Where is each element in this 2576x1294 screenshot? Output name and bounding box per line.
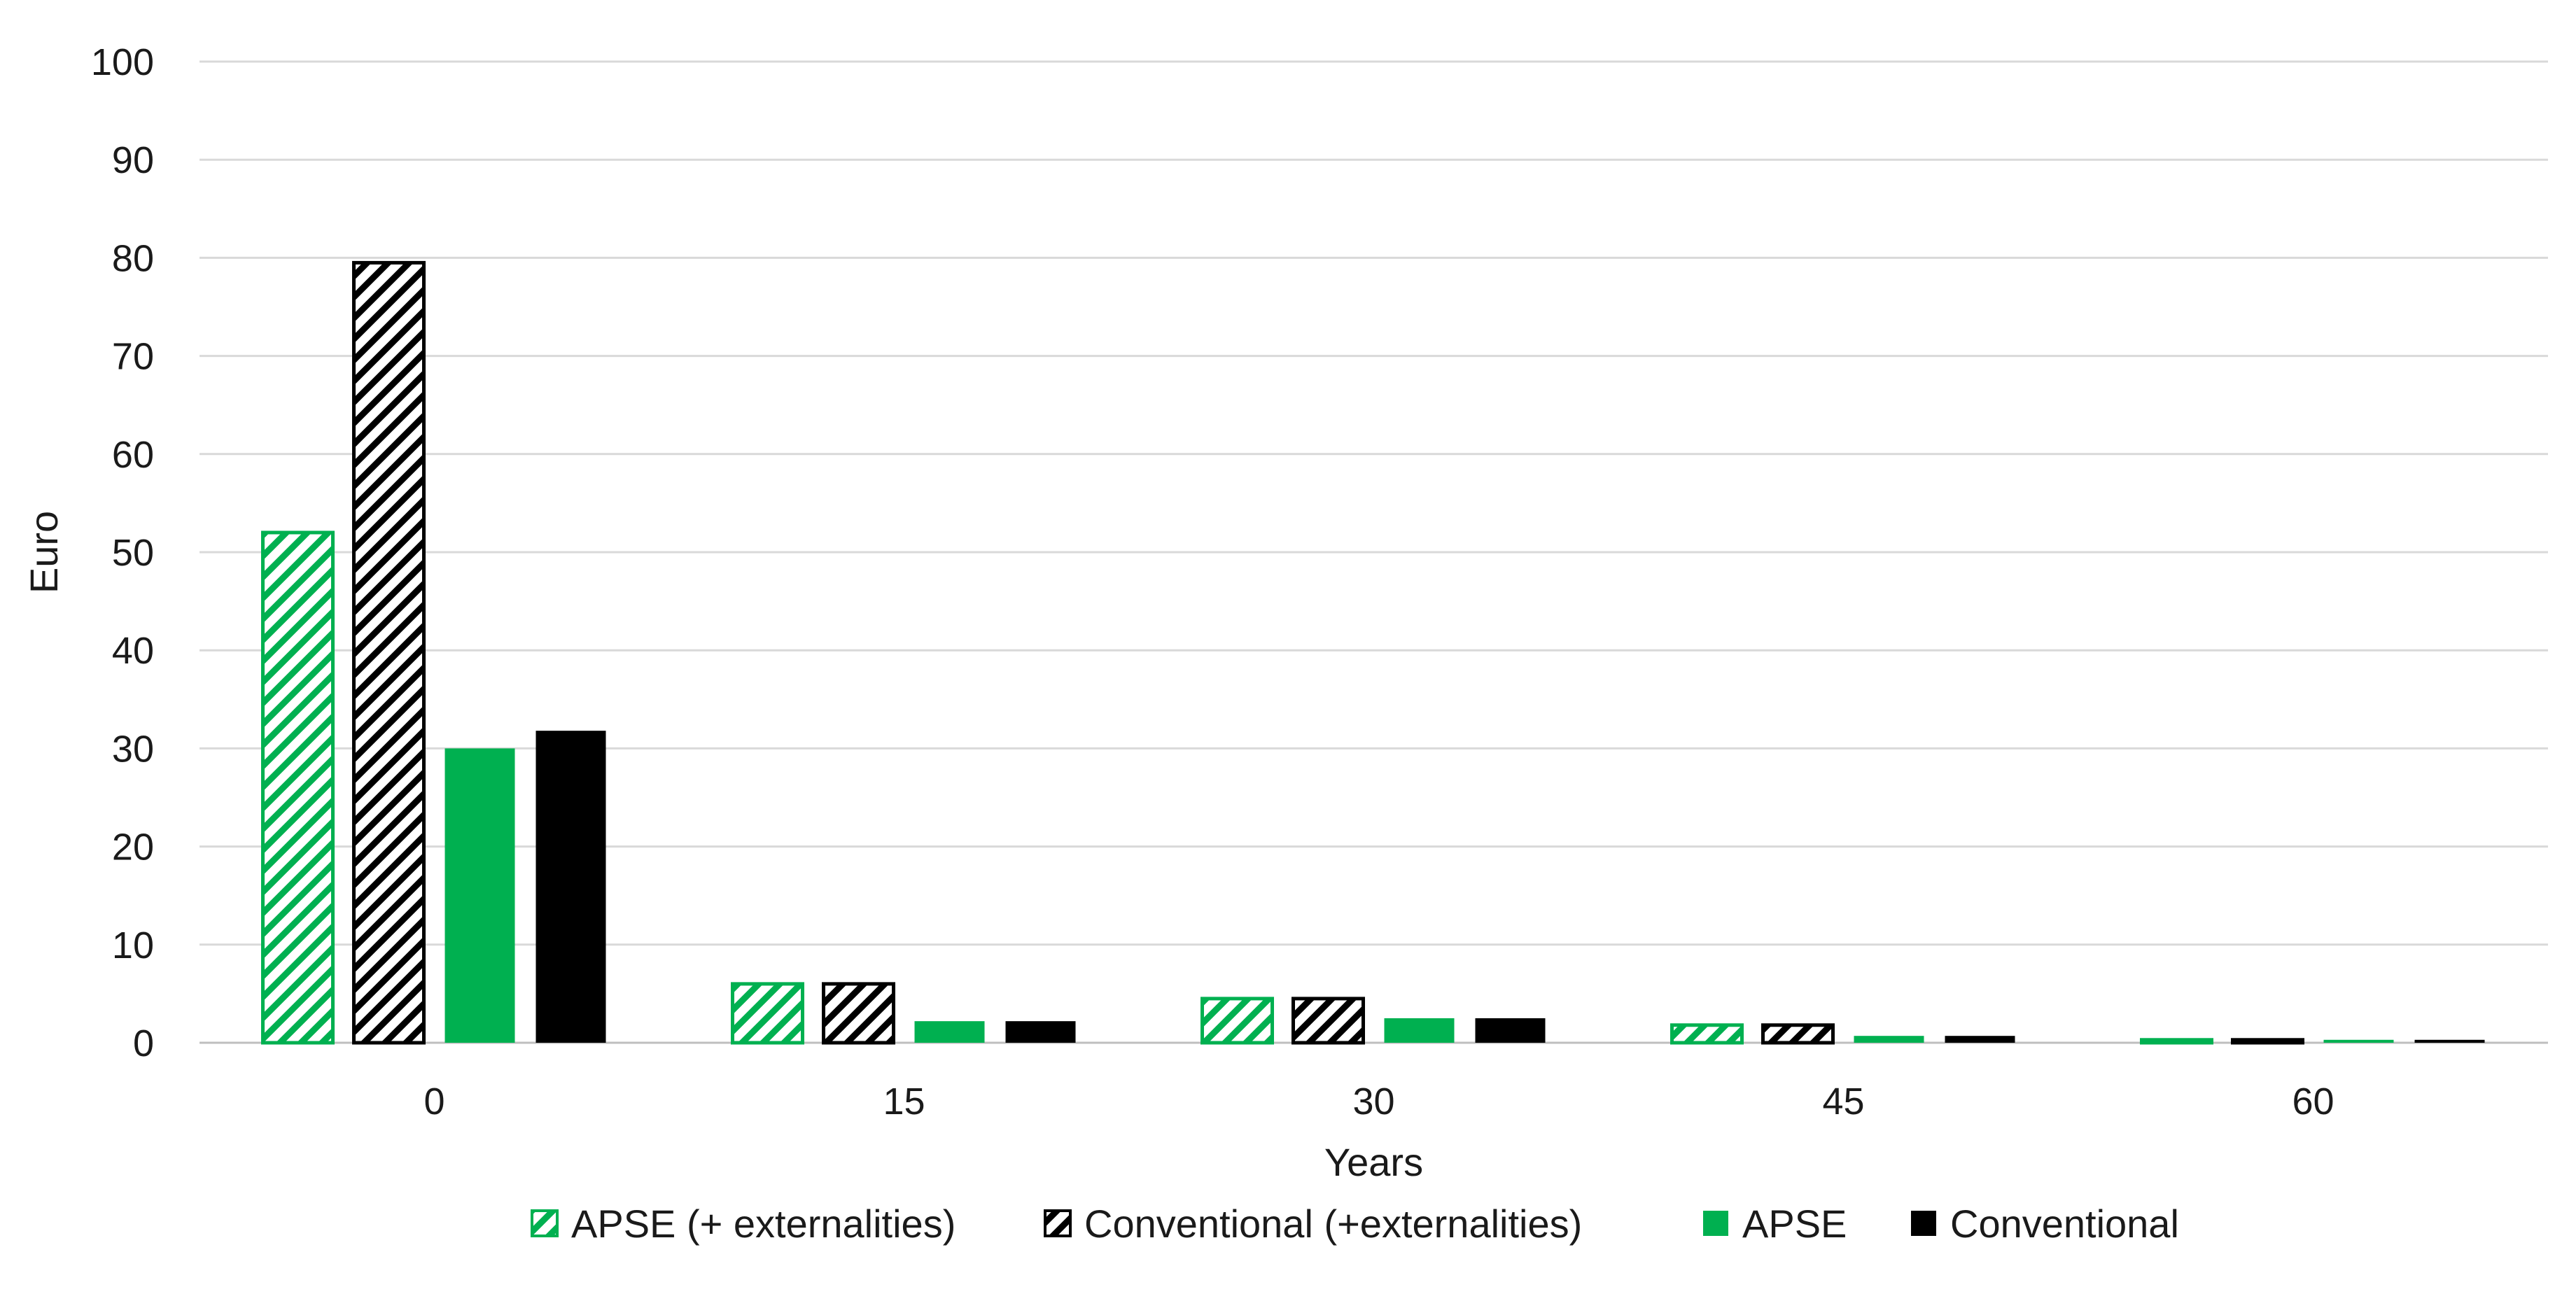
bar-conventional-60 xyxy=(2414,1039,2485,1043)
bar-conventional-45 xyxy=(1945,1036,2015,1043)
bars xyxy=(261,260,2485,1045)
y-tick-label: 90 xyxy=(112,139,154,181)
legend-label: Conventional (+externalities) xyxy=(1084,1202,1582,1246)
bar-apse-45 xyxy=(1854,1036,1924,1043)
legend-swatch xyxy=(1044,1209,1072,1237)
legend: APSE (+ externalities) Conventional (+ext… xyxy=(531,1202,2179,1246)
legend-item-conventional: Conventional xyxy=(1911,1202,2179,1246)
y-tick-label: 60 xyxy=(112,434,154,476)
bar-conventional-15 xyxy=(1005,1021,1076,1043)
y-tick-label: 30 xyxy=(112,728,154,770)
bar-apse-externalities-45 xyxy=(1670,1023,1744,1045)
x-axis-ticks: 0 15 30 45 60 xyxy=(424,1081,2334,1123)
bar-apse-0 xyxy=(444,748,515,1043)
bar-conventional-30 xyxy=(1475,1018,1546,1043)
legend-item-apse: APSE xyxy=(1703,1202,1847,1246)
x-axis-title: Years xyxy=(1324,1140,1423,1184)
y-axis-title: Euro xyxy=(22,511,66,593)
bar-apse-30 xyxy=(1384,1018,1455,1043)
bar-apse-externalities-15 xyxy=(731,982,804,1045)
y-tick-label: 10 xyxy=(112,924,154,966)
x-tick-label: 0 xyxy=(424,1081,444,1123)
y-tick-label: 70 xyxy=(112,336,154,378)
legend-swatch xyxy=(1703,1211,1728,1236)
x-tick-label: 30 xyxy=(1352,1081,1394,1123)
y-tick-label: 100 xyxy=(91,41,154,83)
y-tick-label: 80 xyxy=(112,237,154,279)
legend-swatch xyxy=(531,1209,559,1237)
bar-apse-60 xyxy=(2323,1039,2394,1043)
bar-apse-externalities-60 xyxy=(2140,1038,2213,1045)
y-tick-label: 50 xyxy=(112,532,154,574)
bar-conventional-externalities-30 xyxy=(1292,997,1365,1045)
bar-apse-externalities-0 xyxy=(261,530,335,1045)
legend-swatch xyxy=(1911,1211,1936,1236)
bar-conventional-externalities-15 xyxy=(822,982,895,1045)
bar-conventional-externalities-60 xyxy=(2231,1038,2304,1045)
x-tick-label: 45 xyxy=(1822,1081,1864,1123)
legend-item-apse-externalities: APSE (+ externalities) xyxy=(531,1202,955,1246)
y-axis-ticks: 0 10 20 30 40 50 60 70 80 90 100 xyxy=(91,41,154,1064)
y-tick-label: 40 xyxy=(112,630,154,672)
x-tick-label: 60 xyxy=(2292,1081,2334,1123)
legend-label: Conventional xyxy=(1950,1202,2179,1246)
y-tick-label: 0 xyxy=(133,1022,154,1064)
bar-apse-15 xyxy=(914,1021,985,1043)
x-tick-label: 15 xyxy=(883,1081,925,1123)
bar-conventional-0 xyxy=(536,731,606,1043)
bar-conventional-externalities-0 xyxy=(352,260,426,1045)
legend-label: APSE xyxy=(1742,1202,1847,1246)
bar-conventional-externalities-45 xyxy=(1761,1023,1835,1045)
legend-item-conventional-externalities: Conventional (+externalities) xyxy=(1044,1202,1582,1246)
y-tick-label: 20 xyxy=(112,827,154,868)
bar-apse-externalities-30 xyxy=(1200,997,1274,1045)
legend-label: APSE (+ externalities) xyxy=(571,1202,955,1246)
